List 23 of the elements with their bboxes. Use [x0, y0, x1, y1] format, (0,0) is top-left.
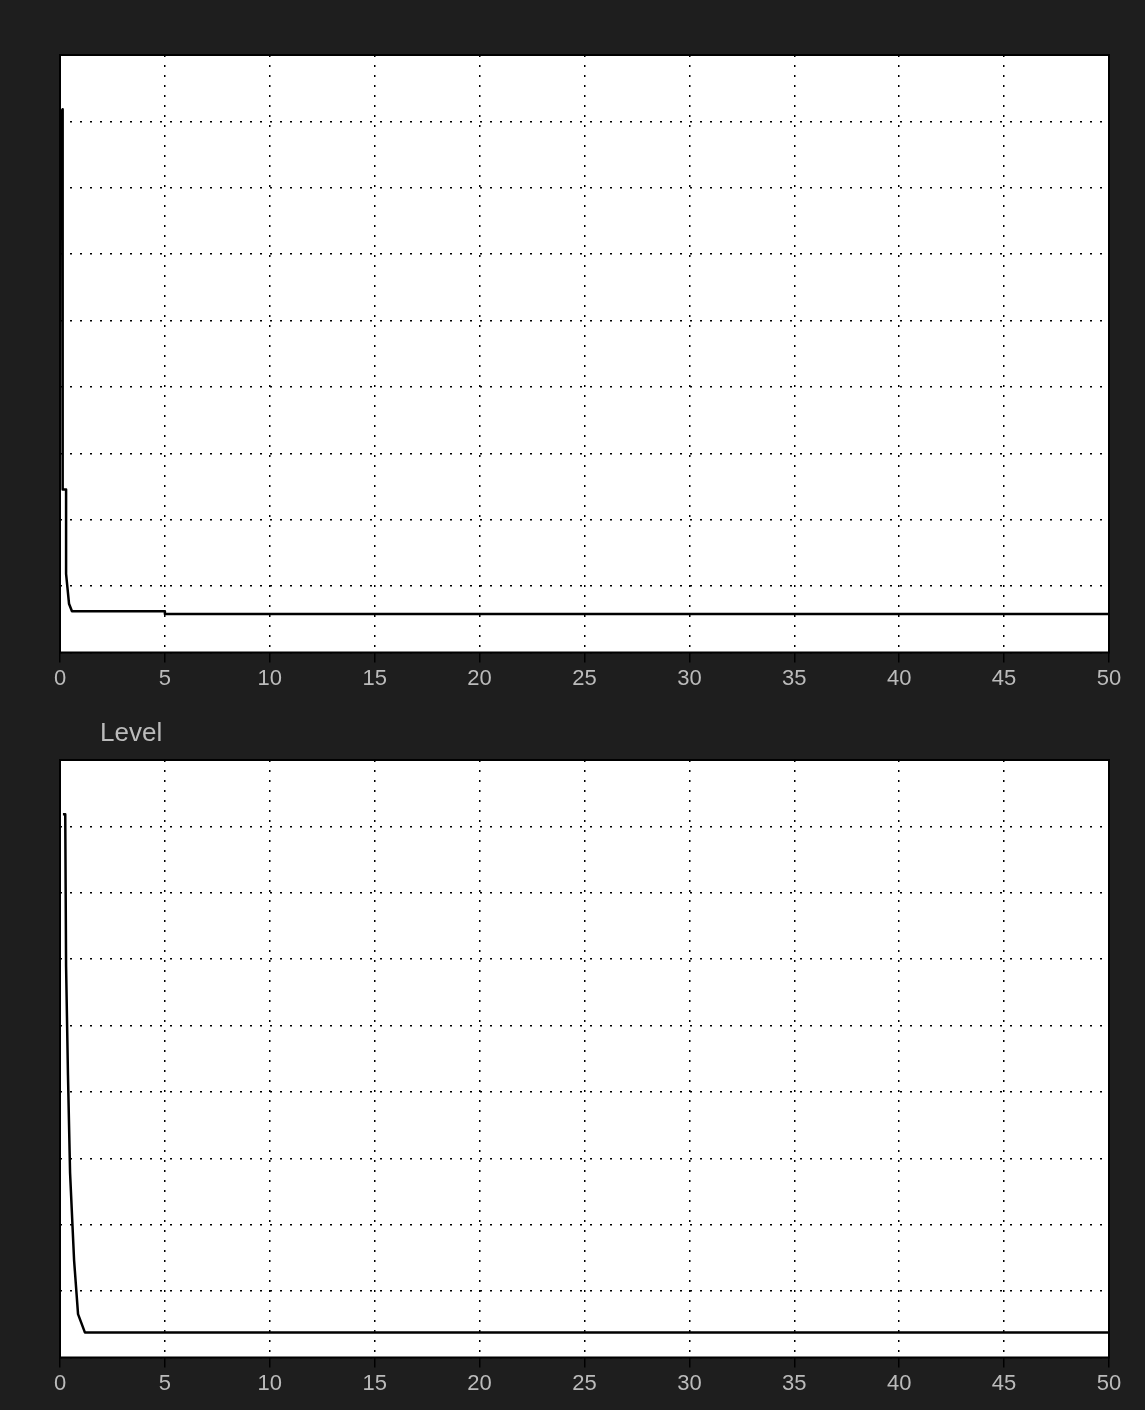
x-tick-label: 10 — [257, 664, 283, 690]
x-tick-label: 45 — [991, 664, 1017, 690]
x-tick-label: 40 — [886, 1369, 912, 1395]
x-tick-label: 15 — [362, 664, 387, 690]
x-tick-label: 5 — [158, 664, 172, 690]
x-tick-label: 40 — [886, 664, 912, 690]
x-tick-label: 5 — [158, 1369, 172, 1395]
x-tick-label: 30 — [677, 664, 702, 690]
x-tick-label: 50 — [1096, 664, 1122, 690]
x-tick-label: 20 — [467, 664, 492, 690]
x-tick-label: 30 — [677, 1369, 702, 1395]
x-tick-label: 45 — [991, 1369, 1017, 1395]
x-tick-label: 50 — [1096, 1369, 1122, 1395]
x-tick-label: 25 — [572, 1369, 597, 1395]
x-tick-label: 35 — [782, 1369, 807, 1395]
x-tick-label: 35 — [782, 664, 807, 690]
x-tick-label: 10 — [257, 1369, 283, 1395]
chart-title: Level — [100, 717, 163, 749]
x-tick-label: 15 — [362, 1369, 387, 1395]
x-tick-label: 0 — [53, 664, 67, 690]
x-tick-label: 20 — [467, 1369, 492, 1395]
x-tick-label: 0 — [53, 1369, 67, 1395]
x-tick-label: 25 — [572, 664, 597, 690]
